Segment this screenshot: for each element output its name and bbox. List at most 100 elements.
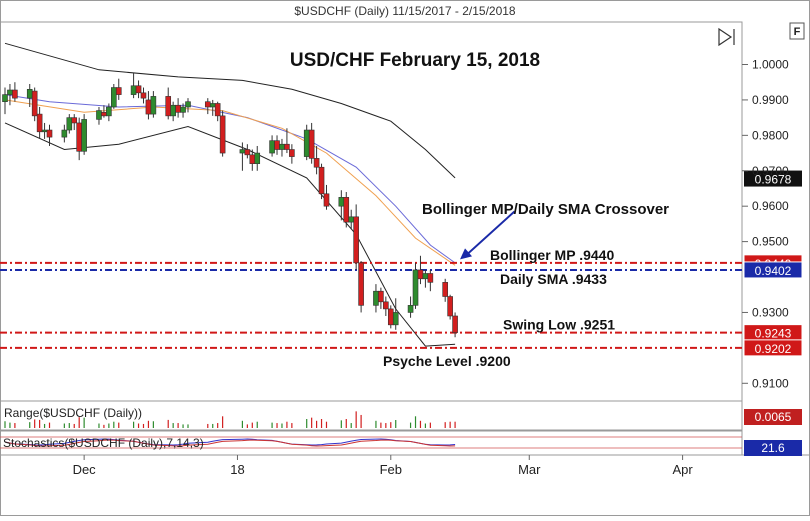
candle-body: [165, 96, 172, 117]
y-tick-label: 0.9300: [752, 305, 789, 319]
candle-body: [338, 197, 345, 207]
f-button[interactable]: [789, 22, 805, 40]
candle-body: [140, 92, 147, 99]
candle-body: [358, 262, 364, 306]
x-tick-label: Feb: [380, 462, 402, 477]
candle-body: [353, 216, 359, 264]
indicator-overlays: [4, 42, 456, 347]
candle-body: [76, 122, 82, 152]
chart-title: USD/CHF February 15, 2018: [290, 50, 540, 71]
candle-body: [106, 106, 112, 117]
candle-body: [61, 129, 68, 138]
candlesticks: [2, 73, 458, 338]
window-title: $USDCHF (Daily) 11/15/2017 - 2/15/2018: [294, 4, 516, 18]
candle-body: [284, 143, 290, 150]
candle-body: [185, 101, 191, 108]
play-icon[interactable]: [718, 27, 735, 47]
level-label: Swing Low .9251: [503, 317, 615, 333]
price-tag-label: 0.9202: [755, 342, 792, 356]
candle-body: [244, 149, 251, 156]
candle-body: [135, 85, 142, 94]
stoch-value-tag: [744, 440, 802, 456]
bollinger-lower-line: [4, 122, 456, 347]
candle-body: [254, 152, 261, 164]
candle-body: [66, 117, 73, 131]
candle-body: [145, 99, 152, 115]
candle-body: [303, 129, 310, 157]
y-tick-label: 0.9600: [752, 199, 789, 213]
y-tick-label: 0.9700: [752, 164, 789, 178]
candle-body: [392, 312, 399, 326]
candle-body: [274, 140, 280, 150]
level-label: Psyche Level .9200: [383, 353, 511, 369]
axes: 1.0000 0.9900 0.9800 0.9700 0.9600 0.9500 0.93…: [73, 58, 789, 477]
annotation-arrow-head: [460, 248, 473, 260]
candle-body: [111, 87, 117, 108]
price-tag-label: 0.9243: [755, 327, 792, 341]
candle-body: [378, 290, 384, 303]
candle-body: [269, 140, 275, 154]
candle-body: [209, 103, 216, 108]
candle-body: [452, 315, 458, 333]
candle-body: [308, 129, 315, 159]
x-tick-label: Apr: [672, 462, 693, 477]
candle-body: [36, 113, 43, 133]
candle-body: [442, 282, 448, 297]
price-tag: [743, 261, 803, 279]
candle-body: [387, 308, 394, 326]
candle-body: [115, 87, 122, 95]
last-price-tag: [744, 170, 802, 187]
candle-body: [81, 119, 87, 152]
candle-body: [71, 117, 78, 124]
candle-body: [12, 89, 18, 99]
x-tick-label: Dec: [73, 462, 97, 477]
candle-body: [96, 110, 102, 120]
candle-body: [130, 85, 137, 95]
candle-body: [180, 106, 186, 113]
f-button-label: F: [794, 26, 801, 38]
x-tick-label: 18: [230, 462, 244, 477]
level-label: Daily SMA .9433: [500, 271, 607, 287]
candle-body: [150, 96, 157, 115]
candle-body: [175, 104, 181, 113]
stoch-d-line: [4, 439, 456, 447]
x-tick-label: Mar: [518, 462, 541, 477]
candle-body: [46, 129, 53, 138]
candle-body: [447, 296, 453, 317]
candle-body: [214, 103, 221, 117]
candle-body: [26, 88, 33, 99]
candle-body: [412, 269, 419, 306]
price-tag: [743, 339, 803, 357]
candle-body: [31, 90, 38, 117]
candle-body: [41, 129, 48, 133]
candle-body: [219, 115, 226, 154]
candle-body: [417, 269, 424, 280]
annotation-label: Bollinger MP/Daily SMA Crossover: [422, 201, 669, 218]
stoch-panel-label: Stochastics($USDCHF (Daily),7,14,3): [3, 436, 204, 450]
candle-body: [427, 273, 434, 283]
bollinger-mid-line: [4, 94, 456, 264]
level-label: Bollinger MP .9440: [490, 247, 614, 263]
candle-body: [407, 305, 414, 313]
lower-panels: Range($USDCHF (Daily)) 0.0065 Stochastics(…: [0, 406, 802, 456]
candle-body: [279, 143, 285, 150]
y-tick-label: 0.9800: [752, 128, 789, 142]
candle-body: [318, 166, 325, 195]
candle-body: [343, 197, 350, 223]
y-tick-label: 0.9100: [752, 376, 789, 390]
annotations: Bollinger MP/Daily SMA Crossover: [422, 201, 669, 260]
candle-body: [373, 290, 379, 306]
range-value-label: 0.0065: [755, 410, 792, 424]
candle-body: [101, 112, 107, 117]
stoch-k-line: [4, 438, 456, 446]
bollinger-upper-line: [4, 42, 456, 179]
candle-body: [422, 273, 429, 280]
candle-body: [170, 104, 176, 117]
candle-body: [313, 158, 320, 168]
candle-body: [348, 216, 355, 223]
annotation-arrow-shaft: [465, 210, 516, 257]
candle-body: [239, 149, 246, 154]
